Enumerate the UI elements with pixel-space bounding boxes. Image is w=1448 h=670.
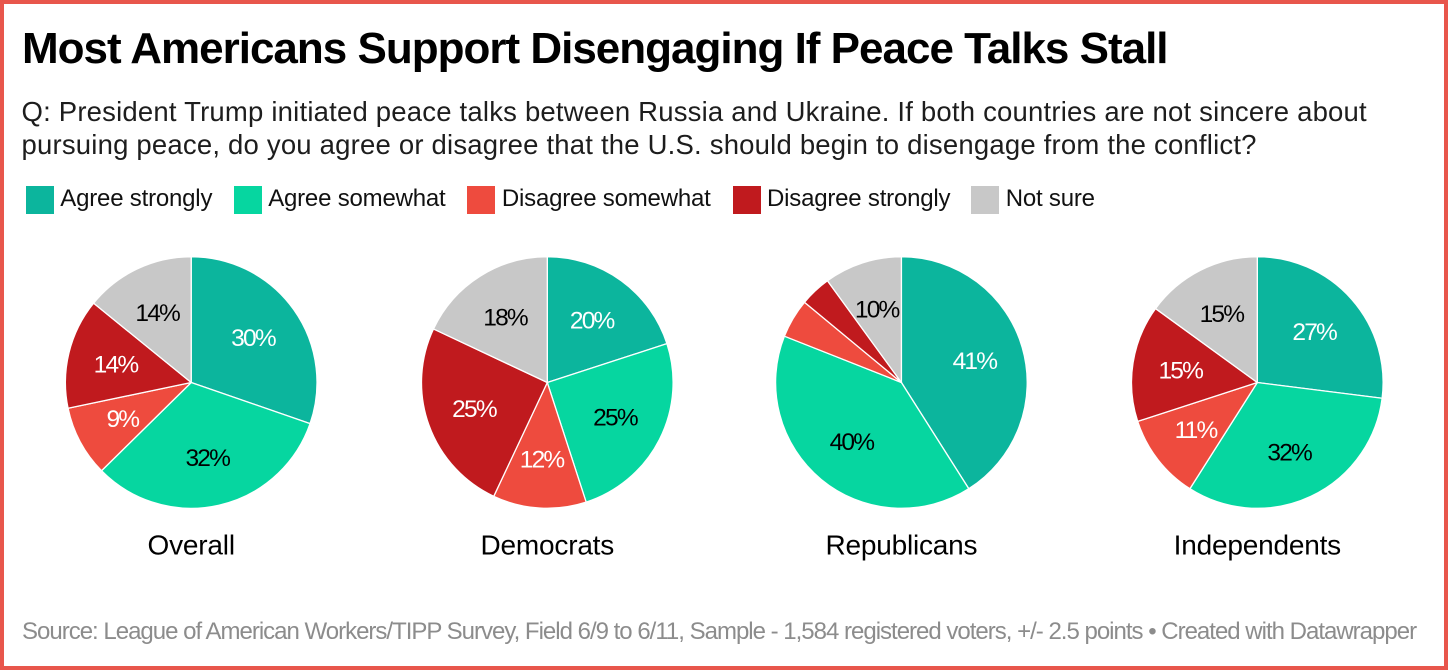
svg-text:14%: 14% [94,352,139,379]
svg-text:25%: 25% [593,405,638,432]
svg-text:Republicans: Republicans [825,530,977,561]
svg-text:11%: 11% [1175,417,1218,444]
svg-text:18%: 18% [483,305,528,332]
svg-text:30%: 30% [231,325,276,352]
svg-text:20%: 20% [570,307,615,334]
svg-text:Democrats: Democrats [481,530,615,561]
svg-text:Independents: Independents [1174,530,1341,561]
svg-text:27%: 27% [1292,319,1337,346]
svg-text:41%: 41% [953,348,998,375]
svg-text:12%: 12% [520,447,565,474]
svg-text:15%: 15% [1158,358,1203,385]
svg-text:32%: 32% [1267,439,1312,466]
svg-text:14%: 14% [135,300,180,327]
svg-text:32%: 32% [185,445,230,472]
svg-text:25%: 25% [452,396,497,423]
svg-text:10%: 10% [855,297,900,324]
svg-text:15%: 15% [1200,301,1245,328]
svg-text:9%: 9% [106,406,139,433]
svg-text:40%: 40% [830,429,875,456]
svg-text:Overall: Overall [148,530,235,561]
